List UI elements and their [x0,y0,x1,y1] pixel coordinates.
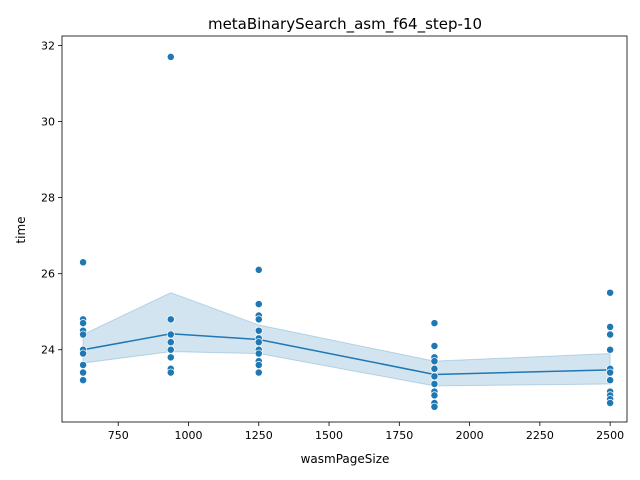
data-point [166,315,175,324]
x-tick-label: 1000 [174,429,202,442]
data-point [79,361,88,369]
data-point [79,319,88,328]
data-point [430,380,439,388]
data-point [606,330,615,339]
data-point [606,345,615,354]
data-point [254,338,263,347]
data-point [254,368,263,377]
axes-frame [61,35,628,423]
data-point [606,322,615,331]
data-point [166,52,175,61]
data-point [166,353,175,362]
data-point [79,376,88,385]
data-point [430,372,439,381]
x-tick-label: 2500 [596,429,624,442]
data-point [430,391,439,400]
data-point [79,368,88,377]
data-point [166,368,175,377]
y-tick-label: 32 [41,40,55,53]
plot-area: 750 1000 1250 1500 1750 2000 2250 2500 24 26 28 30 3… [41,35,628,442]
data-point [430,319,439,328]
y-tick-label: 28 [41,192,55,205]
y-tick-label: 26 [41,268,55,281]
x-axis-label: wasmPageSize [301,452,390,466]
y-tick-label: 24 [41,344,55,357]
x-tick-label: 750 [108,429,129,442]
x-tick-label: 1500 [315,429,343,442]
data-point [254,315,263,324]
data-point [79,330,88,339]
data-point [254,265,263,274]
data-point [79,349,88,358]
data-point [254,361,263,369]
data-point [606,368,615,377]
data-point [254,349,263,358]
x-tick-label: 2000 [456,429,484,442]
y-tick-label: 30 [41,116,55,129]
x-tick-label: 1750 [385,429,413,442]
data-point [606,288,615,297]
data-point [166,345,175,354]
data-point [79,258,88,267]
chart-title: metaBinarySearch_asm_f64_step-10 [208,15,482,34]
data-point [430,364,439,373]
data-point [166,330,175,339]
data-point [254,300,263,309]
y-axis-label: time [14,216,28,243]
data-point [166,338,175,347]
data-point [606,399,615,407]
data-point [430,357,439,366]
data-point [430,402,439,411]
data-point [254,326,263,335]
x-tick-label: 1250 [245,429,273,442]
x-tick-label: 2250 [526,429,554,442]
data-point [606,376,615,385]
data-point [430,341,439,350]
